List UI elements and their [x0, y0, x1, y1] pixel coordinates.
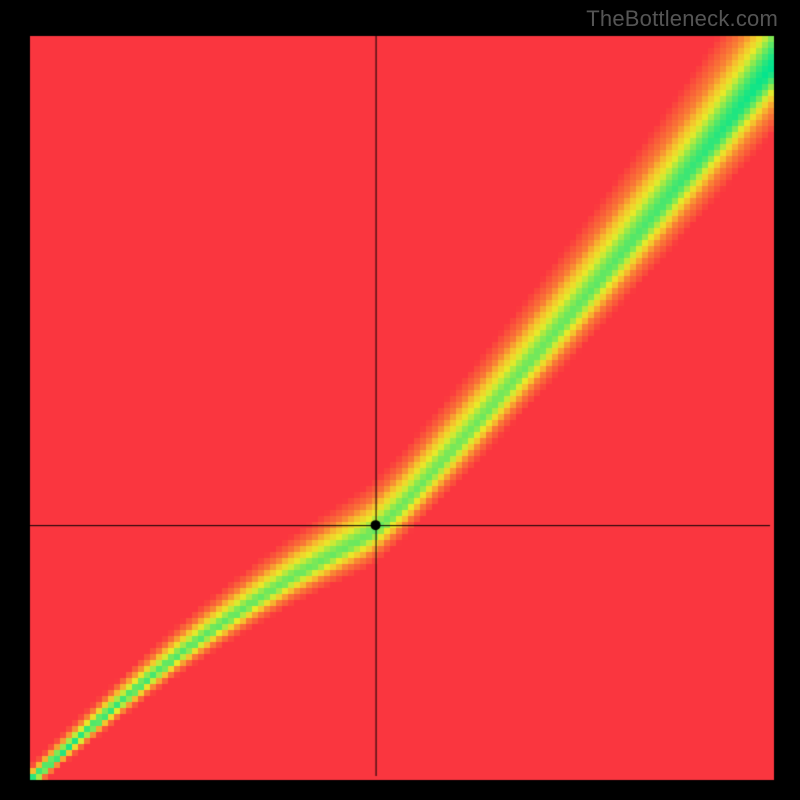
chart-container: TheBottleneck.com	[0, 0, 800, 800]
heatmap-canvas	[0, 0, 800, 800]
